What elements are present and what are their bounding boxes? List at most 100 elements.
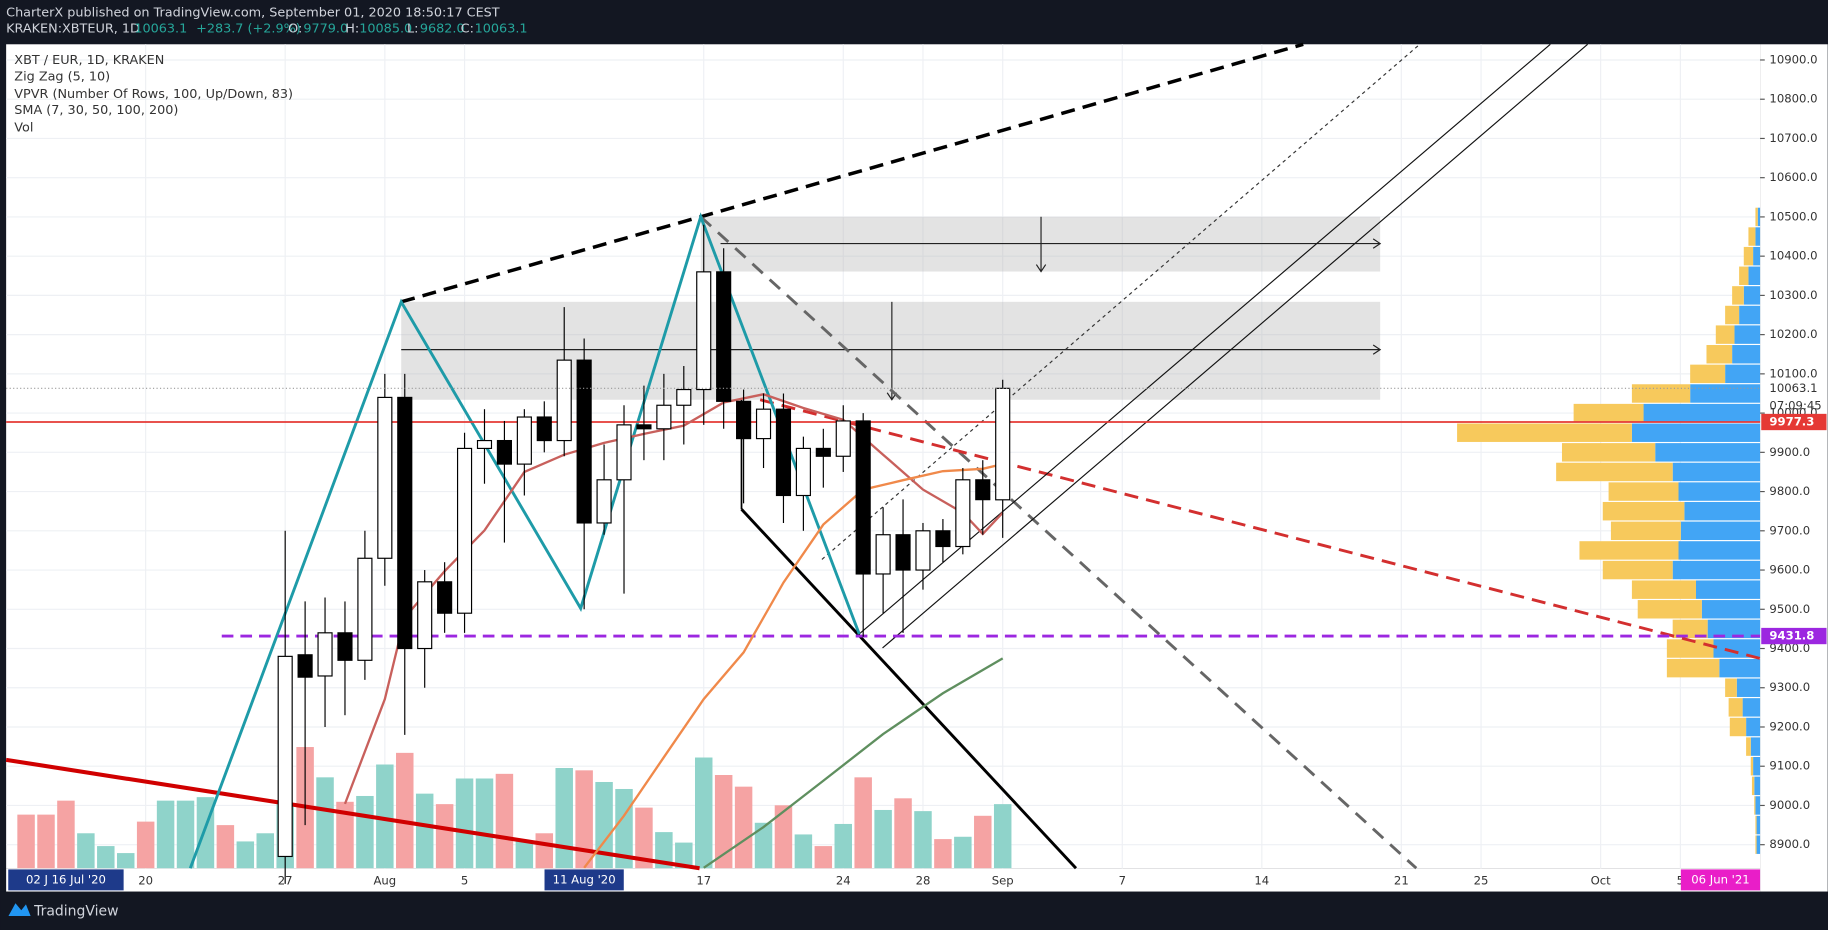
- ohlc-label: L:: [407, 22, 418, 37]
- channel-line: [882, 43, 1588, 649]
- vpvr-up: [1739, 305, 1761, 325]
- x-marker-box: [544, 869, 624, 891]
- arrow-head: [1372, 238, 1382, 249]
- volume-bar: [974, 815, 992, 869]
- x-tick-label: 17: [696, 874, 711, 888]
- vpvr-up: [1734, 325, 1761, 344]
- volume-bar: [475, 778, 494, 869]
- series: [6, 224, 1761, 884]
- vpvr-up: [1655, 443, 1761, 462]
- volume-bar: [376, 764, 394, 869]
- candle-body: [656, 404, 672, 430]
- vpvr-up: [1743, 286, 1761, 305]
- volume-bar: [914, 811, 932, 869]
- vpvr-up: [1753, 246, 1761, 266]
- vpvr-up: [1631, 423, 1761, 442]
- candle-body: [516, 416, 532, 465]
- vpvr-up: [1750, 737, 1761, 756]
- legend-item: SMA (7, 30, 50, 100, 200): [14, 103, 178, 118]
- ohlc-label: H:: [345, 22, 359, 37]
- volume-bar: [635, 807, 653, 869]
- vpvr-up: [1707, 619, 1761, 639]
- vpvr-down: [1631, 384, 1691, 403]
- vpvr-down: [1637, 600, 1702, 619]
- vpvr-down: [1725, 305, 1740, 325]
- ohlc-label: C:: [461, 22, 474, 37]
- volume-bar: [216, 825, 235, 869]
- candle-body: [795, 447, 811, 497]
- candle-body: [716, 271, 732, 402]
- y-tick-label: 10500.0: [1769, 209, 1817, 223]
- y-tick-label: 10200.0: [1769, 327, 1817, 341]
- vpvr-up: [1643, 403, 1761, 423]
- sma-line: [703, 657, 1004, 869]
- candle-body: [317, 632, 333, 677]
- volume-bar: [854, 777, 872, 869]
- vpvr-up: [1695, 580, 1761, 599]
- candle-body: [995, 387, 1011, 501]
- candle-body: [895, 534, 911, 571]
- volume-bar: [834, 823, 852, 869]
- y-tick-label: 9300.0: [1769, 680, 1810, 694]
- candle-body: [437, 581, 453, 614]
- candle-body: [636, 424, 652, 430]
- candle-body: [576, 359, 592, 524]
- x-tick-label: 24: [836, 874, 851, 888]
- trendline: [699, 215, 1418, 870]
- vpvr-up: [1678, 541, 1761, 560]
- brand: TradingView: [33, 903, 118, 919]
- arrow-head: [1035, 264, 1047, 273]
- y-tick-label: 10100.0: [1769, 366, 1817, 380]
- volume-bar: [415, 793, 434, 869]
- vpvr-down: [1706, 345, 1733, 364]
- trendline: [5, 757, 700, 871]
- vpvr-down: [1754, 796, 1756, 815]
- price-label: 9977.3: [1769, 415, 1814, 429]
- y-tick-label: 9100.0: [1769, 759, 1810, 773]
- legend-item: XBT / EUR, 1D, KRAKEN: [14, 53, 164, 68]
- x-tick-label: 28: [916, 874, 931, 888]
- vpvr-down: [1610, 521, 1681, 541]
- vpvr-up: [1680, 521, 1761, 541]
- channel-line: [858, 43, 1551, 635]
- ohlc-value: 9682.0: [420, 22, 465, 37]
- vpvr-down: [1746, 737, 1751, 756]
- vpvr-down: [1755, 207, 1758, 227]
- volume-bar: [136, 821, 155, 869]
- vpvr-up: [1742, 698, 1761, 717]
- volume-bar: [256, 833, 274, 869]
- y-tick-label: 10400.0: [1769, 249, 1817, 263]
- vpvr-up: [1684, 501, 1761, 521]
- header: CharterX published on TradingView.com, S…: [6, 5, 527, 36]
- x-tick-label: 21: [1394, 874, 1409, 888]
- channel-line: [821, 43, 1421, 560]
- vpvr-down: [1608, 482, 1679, 501]
- ohlc-value: 9779.0: [303, 22, 348, 37]
- vpvr-up: [1713, 639, 1761, 658]
- volume-bar: [336, 801, 354, 869]
- vpvr-down: [1715, 325, 1735, 344]
- price-axis: [1760, 44, 1828, 892]
- vpvr-up: [1725, 364, 1761, 384]
- vpvr-down: [1561, 443, 1656, 462]
- x-tick-label: 5: [1677, 874, 1684, 888]
- vpvr-up: [1756, 835, 1761, 854]
- volume-bar: [675, 842, 693, 869]
- plot-area: [6, 44, 1761, 869]
- ohlc-value: 10063.1: [475, 22, 528, 37]
- candle-body: [676, 388, 692, 406]
- vpvr-down: [1743, 246, 1754, 266]
- vpvr-up: [1753, 756, 1761, 776]
- vpvr-up: [1672, 462, 1761, 482]
- candle-body: [417, 581, 433, 650]
- vpvr-down: [1579, 541, 1679, 560]
- candle-body: [755, 408, 772, 440]
- price-label: 9431.8: [1769, 629, 1814, 643]
- range-box: [401, 301, 1381, 400]
- y-tick-label: 9600.0: [1769, 563, 1810, 577]
- x-marker-label: 02 J 16 Jul '20: [26, 872, 106, 886]
- vpvr-up: [1736, 678, 1761, 697]
- vpvr-down: [1755, 835, 1757, 854]
- logo: [8, 903, 31, 917]
